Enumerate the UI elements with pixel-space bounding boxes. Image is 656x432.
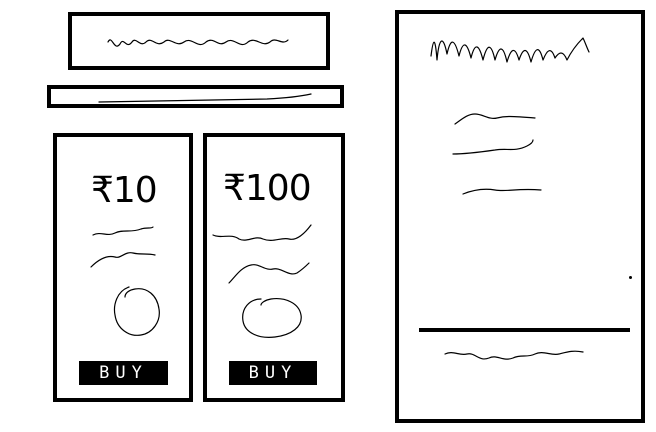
header-text-squiggle <box>107 39 289 47</box>
panel-divider <box>419 328 630 332</box>
product-card: ₹10 BUY <box>53 133 193 402</box>
product-price: ₹100 <box>223 168 312 209</box>
header-banner <box>68 12 330 70</box>
panel-info-squiggle <box>452 113 542 195</box>
search-bar-text-squiggle <box>98 93 312 103</box>
product-image-placeholder <box>242 298 302 338</box>
details-panel <box>395 10 645 423</box>
product-image-placeholder <box>113 286 160 336</box>
product-description-squiggle <box>212 224 312 284</box>
product-card: ₹100 BUY <box>203 133 345 402</box>
product-description-squiggle <box>90 226 156 268</box>
buy-button[interactable]: BUY <box>79 361 168 385</box>
panel-title-squiggle <box>430 37 590 63</box>
panel-dot <box>629 276 632 279</box>
panel-footer-squiggle <box>444 350 584 360</box>
search-bar[interactable] <box>47 85 344 108</box>
buy-button[interactable]: BUY <box>229 361 317 385</box>
product-price: ₹10 <box>91 170 158 211</box>
